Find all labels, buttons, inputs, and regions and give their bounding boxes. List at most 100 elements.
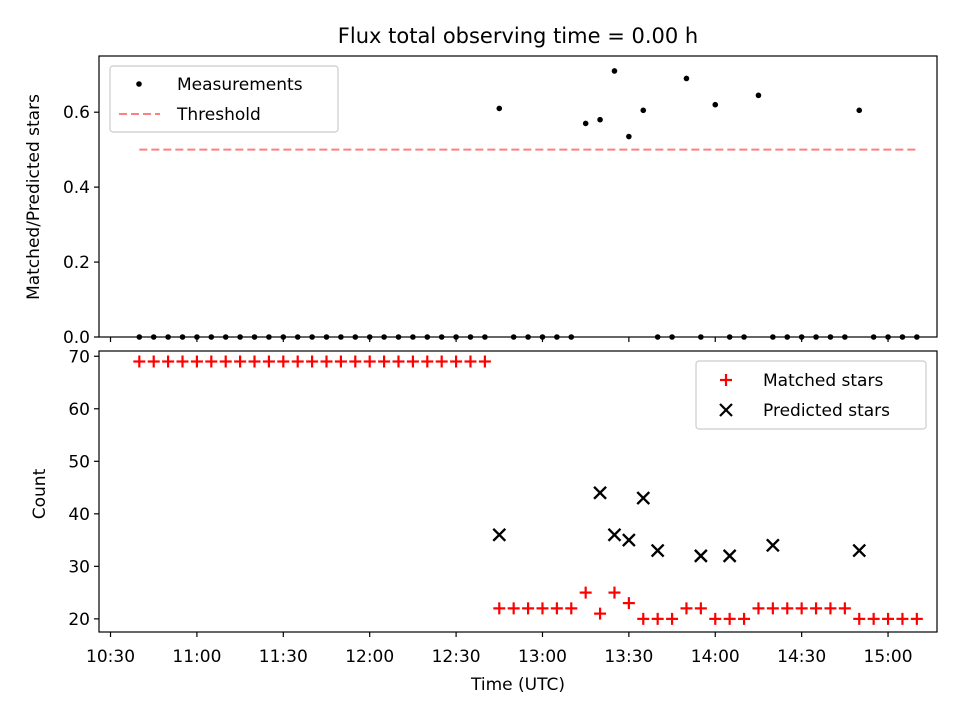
y-tick-label: 40 — [68, 505, 90, 525]
matched-stars-point — [594, 607, 607, 620]
legend-measurements-label: Measurements — [177, 75, 303, 95]
matched-stars-point — [392, 355, 405, 368]
matched-stars-point — [824, 602, 837, 615]
y-tick-label: 0.0 — [63, 328, 90, 348]
y-tick-label: 0.6 — [63, 103, 90, 123]
x-tick-label: 12:30 — [432, 647, 481, 667]
predicted-stars-point — [722, 548, 737, 563]
matched-stars-point — [147, 355, 160, 368]
matched-stars-point — [334, 355, 347, 368]
legend-matched-label: Matched stars — [763, 371, 883, 391]
matched-stars-point — [522, 602, 535, 615]
matched-stars-point — [882, 612, 895, 625]
predicted-stars-point — [636, 491, 651, 505]
measurement-point — [582, 120, 589, 127]
matched-stars-point — [478, 355, 491, 368]
matched-stars-point — [608, 586, 621, 599]
legend-predicted-label: Predicted stars — [763, 401, 890, 421]
x-tick-label: 14:30 — [777, 647, 826, 667]
y-tick-label: 20 — [68, 610, 90, 630]
matched-stars-point — [536, 602, 549, 615]
matched-stars-point — [277, 355, 290, 368]
top-legend: Measurements Threshold — [109, 65, 339, 133]
predicted-stars-point — [650, 543, 665, 558]
matched-stars-point — [896, 612, 909, 625]
bottom-legend: Matched stars Predicted stars — [695, 360, 927, 430]
legend-predicted-marker — [719, 403, 733, 417]
predicted-stars-point — [694, 548, 708, 563]
matched-stars-point — [464, 355, 477, 368]
matched-stars-point — [838, 602, 851, 615]
bottom-x-ticks: 10:30 11:00 11:30 12:00 12:30 13:00 13:30 14:00… — [86, 632, 913, 667]
matched-stars-point — [291, 355, 304, 368]
x-tick-label: 11:00 — [172, 647, 221, 667]
matched-stars-point — [363, 355, 376, 368]
legend-measurements-marker — [136, 81, 142, 87]
matched-stars-point — [752, 602, 765, 615]
matched-stars-point — [133, 355, 146, 368]
top-y-ticks: 0.0 0.2 0.4 0.6 — [63, 103, 99, 348]
matched-stars-point — [910, 612, 923, 625]
matched-stars-point — [507, 602, 520, 615]
y-tick-label: 30 — [68, 557, 90, 577]
matched-stars-point — [162, 355, 175, 368]
legend-matched-marker — [720, 374, 732, 386]
bottom-y-axis-label: Count — [30, 468, 50, 519]
matched-stars-point — [205, 355, 218, 368]
matched-stars-point — [853, 612, 866, 625]
predicted-stars-point — [607, 527, 622, 542]
matched-stars-point — [651, 612, 664, 625]
bottom-panel: 20 30 40 50 60 70 10:30 11:00 11:30 12:00 12:30 13… — [30, 347, 938, 695]
matched-stars-point — [234, 355, 247, 368]
top-axes-frame — [98, 55, 938, 338]
matched-stars-point — [579, 586, 592, 599]
matched-stars-point — [738, 612, 751, 625]
x-tick-label: 13:00 — [518, 647, 567, 667]
matched-stars-point — [349, 355, 362, 368]
measurement-point — [640, 107, 647, 114]
matched-stars-point — [723, 612, 736, 625]
x-tick-label: 12:00 — [345, 647, 394, 667]
matched-stars-point — [781, 602, 794, 615]
x-tick-label: 10:30 — [86, 647, 135, 667]
matched-stars-point — [450, 355, 463, 368]
matched-stars-point — [565, 602, 578, 615]
matched-stars-point — [709, 612, 722, 625]
predicted-stars-point — [593, 485, 607, 500]
matched-stars-point — [320, 355, 333, 368]
matched-stars-point — [306, 355, 319, 368]
y-tick-label: 60 — [68, 400, 90, 420]
matched-stars-point — [176, 355, 189, 368]
matched-stars-point — [435, 355, 448, 368]
y-tick-label: 50 — [68, 452, 90, 472]
measurement-point — [597, 116, 603, 123]
matched-stars-point — [219, 355, 232, 368]
matched-stars-point — [622, 597, 635, 610]
matched-stars-point — [406, 355, 419, 368]
measurement-point — [856, 107, 863, 114]
matched-stars-point — [550, 602, 563, 615]
y-tick-label: 0.4 — [63, 178, 90, 198]
y-tick-label: 0.2 — [63, 253, 90, 273]
predicted-stars-point — [766, 538, 780, 553]
legend-threshold-label: Threshold — [176, 105, 261, 125]
matched-stars-point — [248, 355, 261, 368]
matched-stars-point — [694, 602, 707, 615]
predicted-stars-point — [852, 543, 867, 558]
matched-stars-point — [867, 612, 880, 625]
matched-stars-point — [493, 602, 506, 615]
bottom-y-ticks: 20 30 40 50 60 70 — [68, 347, 99, 630]
x-axis-label: Time (UTC) — [470, 675, 565, 695]
matched-stars-point — [795, 602, 808, 615]
x-tick-label: 15:00 — [864, 647, 913, 667]
bottom-axes-frame — [98, 350, 938, 633]
predicted-stars-point — [622, 533, 636, 547]
x-tick-label: 14:00 — [691, 647, 740, 667]
x-tick-label: 11:30 — [259, 647, 308, 667]
x-tick-label: 13:30 — [604, 647, 653, 667]
matched-stars-point — [766, 602, 779, 615]
measurement-point — [712, 101, 719, 108]
matched-stars-point — [421, 355, 434, 368]
matched-stars-point — [680, 602, 693, 615]
